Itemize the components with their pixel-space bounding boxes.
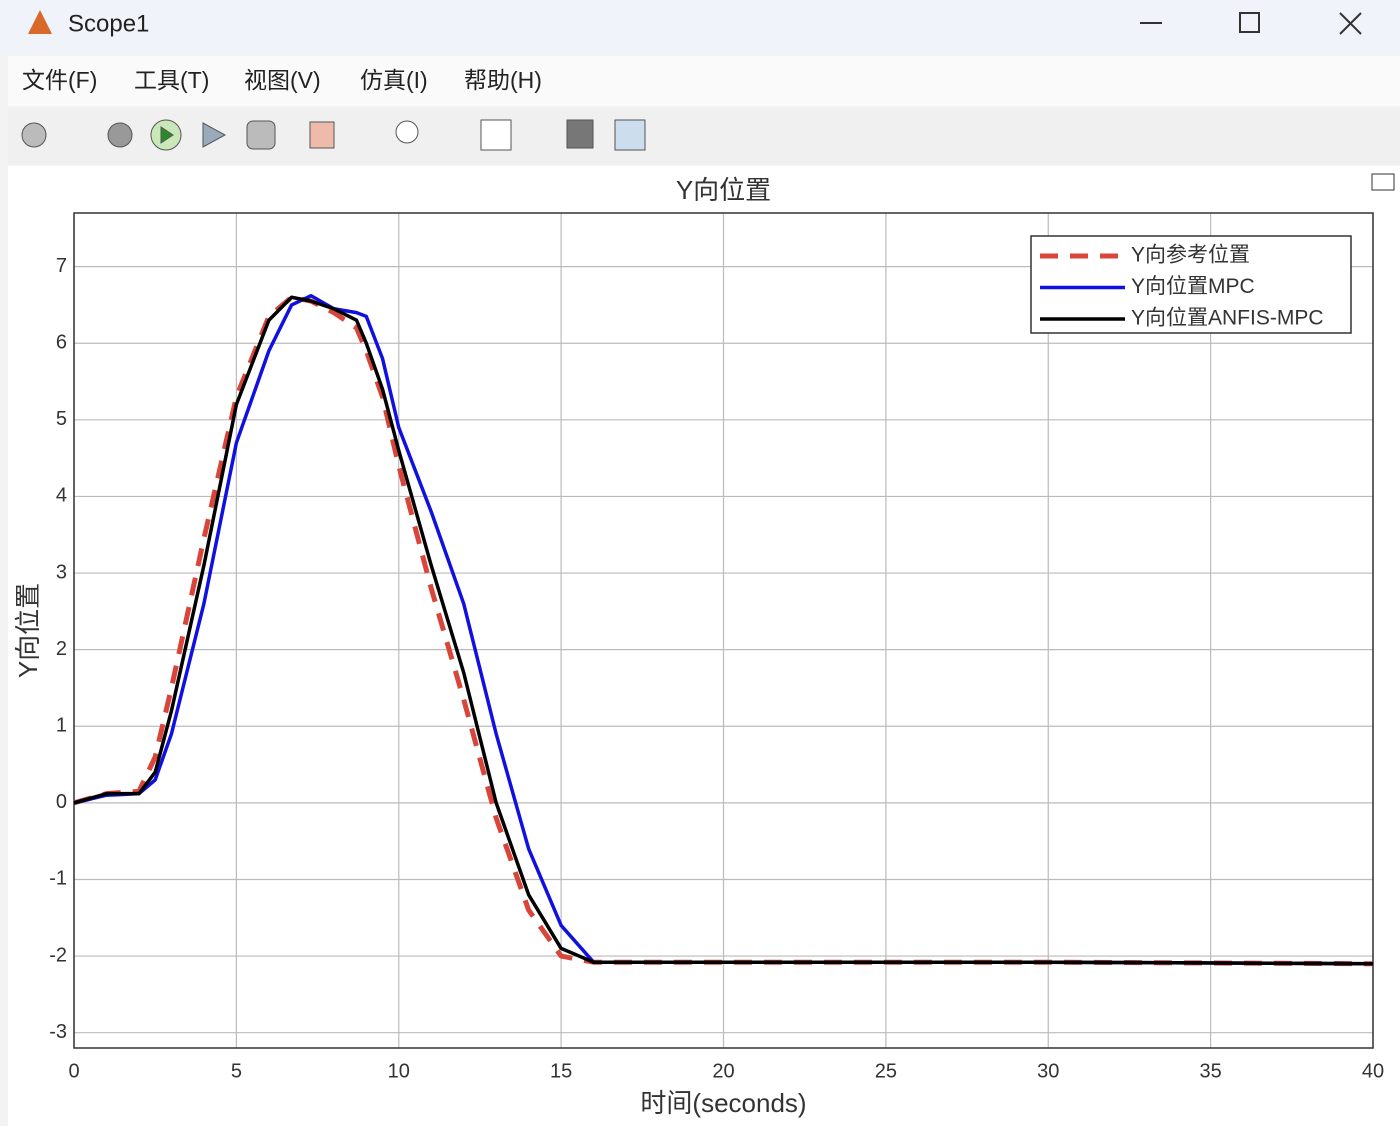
- x-tick-label: 10: [388, 1060, 410, 1082]
- close-button[interactable]: [1339, 12, 1362, 35]
- menu-item[interactable]: 帮助(H): [464, 67, 542, 93]
- y-tick-label: -3: [49, 1021, 67, 1043]
- menu-item[interactable]: 视图(V): [244, 67, 321, 93]
- y-tick-label: 0: [56, 791, 67, 813]
- menu-bar: [8, 56, 1400, 106]
- chart-title: Y向位置: [676, 175, 771, 205]
- menu-item[interactable]: 工具(T): [134, 67, 209, 93]
- highlight-icon[interactable]: [309, 121, 335, 149]
- legend-label: Y向参考位置: [1131, 244, 1250, 267]
- run-arrow: [160, 126, 174, 144]
- y-tick-label: 6: [56, 332, 67, 354]
- zoom-icon[interactable]: [395, 120, 419, 144]
- legend-label: Y向位置ANFIS-MPC: [1131, 307, 1324, 330]
- plot-frame: [73, 212, 1374, 1049]
- series-line: [73, 295, 1374, 966]
- x-tick-label: 25: [875, 1060, 897, 1082]
- app-icon: [28, 10, 52, 34]
- series-line: [73, 293, 1374, 966]
- y-axis-label: Y向位置: [13, 583, 43, 678]
- x-tick-label: 5: [231, 1060, 242, 1082]
- y-tick-label: 5: [56, 408, 67, 430]
- step-back-icon[interactable]: [107, 122, 133, 148]
- x-tick-label: 40: [1362, 1060, 1384, 1082]
- x-tick-label: 15: [550, 1060, 572, 1082]
- step-forward-icon[interactable]: [202, 122, 227, 148]
- y-tick-label: 1: [56, 715, 67, 737]
- menu-item[interactable]: 文件(F): [22, 67, 97, 93]
- x-axis-label: 时间(seconds): [640, 1088, 806, 1118]
- y-tick-label: -2: [49, 944, 67, 966]
- toolbar: [8, 108, 1400, 164]
- x-tick-label: 0: [68, 1060, 79, 1082]
- title-bar: [0, 0, 1400, 54]
- series-line: [73, 294, 1374, 967]
- y-tick-label: 3: [56, 561, 67, 583]
- y-tick-label: 2: [56, 638, 67, 660]
- autoscale-icon[interactable]: [480, 119, 512, 151]
- undock-button[interactable]: [1371, 173, 1395, 191]
- trigger-icon[interactable]: [566, 119, 594, 149]
- x-tick-label: 30: [1037, 1060, 1059, 1082]
- measure-icon[interactable]: [614, 119, 646, 151]
- x-tick-label: 35: [1200, 1060, 1222, 1082]
- window-title: Scope1: [68, 10, 149, 37]
- legend-box: [1030, 235, 1352, 334]
- y-tick-label: -1: [49, 868, 67, 890]
- legend-label: Y向位置MPC: [1131, 275, 1255, 298]
- maximize-button[interactable]: [1239, 12, 1260, 33]
- toolbar-icons: [21, 119, 646, 151]
- y-tick-label: 4: [56, 485, 67, 507]
- x-tick-label: 20: [712, 1060, 734, 1082]
- y-tick-label: 7: [56, 255, 67, 277]
- menu-item[interactable]: 仿真(I): [360, 67, 428, 93]
- settings-icon[interactable]: [21, 122, 47, 148]
- stop-icon[interactable]: [246, 120, 276, 150]
